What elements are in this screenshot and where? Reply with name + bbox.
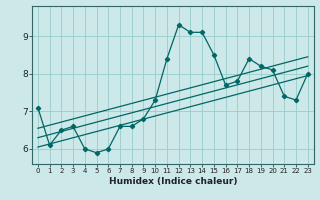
X-axis label: Humidex (Indice chaleur): Humidex (Indice chaleur) — [108, 177, 237, 186]
